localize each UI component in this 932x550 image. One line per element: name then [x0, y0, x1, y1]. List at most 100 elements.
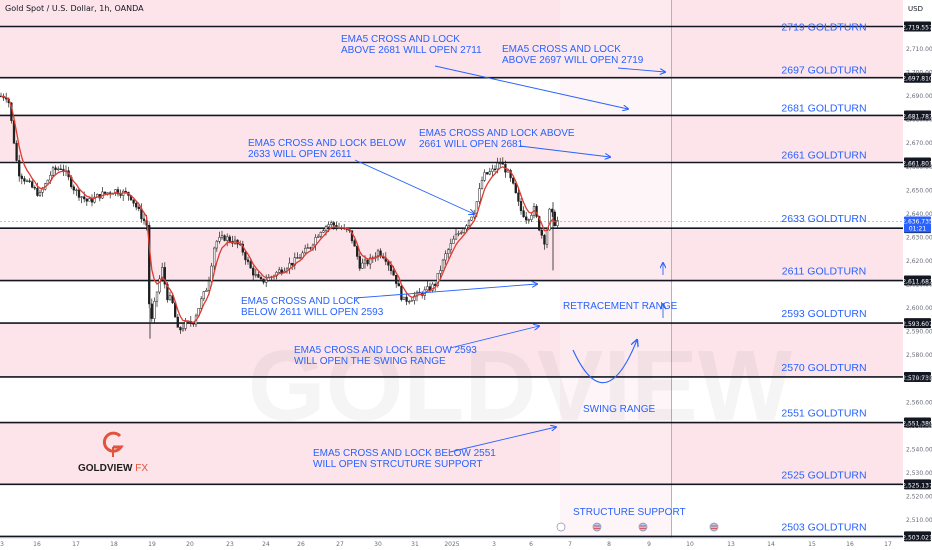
goldturn-label: 2697 GOLDTURN	[781, 65, 866, 77]
x-tick-label: 17	[884, 541, 892, 548]
candle-body	[116, 189, 120, 195]
candle	[249, 259, 252, 269]
candle	[192, 322, 195, 327]
candle-body	[376, 250, 380, 258]
candle	[213, 246, 216, 271]
candle-body	[392, 270, 395, 276]
candle	[405, 293, 408, 306]
candle	[244, 249, 247, 265]
candle	[457, 230, 460, 237]
candle-body	[41, 188, 44, 193]
annotation-line: EMA5 CROSS AND LOCK	[341, 34, 460, 45]
y-tick-label: 2,560.000	[906, 399, 932, 406]
candle-body	[20, 175, 23, 179]
candle-body	[369, 257, 372, 265]
x-tick-label: 3	[0, 541, 4, 548]
candle	[413, 291, 416, 305]
price-axis: 2,510.000 2,520.000 2,530.000 2,540.000 2,55…	[0, 46, 932, 524]
candle	[246, 256, 250, 265]
goldturn-label: 2719 GOLDTURN	[781, 21, 866, 33]
price-tag-bg	[904, 479, 931, 490]
annotation-line: WILL OPEN THE SWING RANGE	[294, 356, 446, 367]
annotation-text: EMA5 CROSS AND LOCK ABOVE 2681 WILL OPEN …	[341, 34, 482, 56]
candle-body	[506, 170, 510, 173]
current-price-tag	[904, 216, 931, 233]
price-tag-text: 2,719.557	[902, 24, 932, 31]
candle-body	[33, 187, 36, 189]
candle-body	[265, 280, 268, 283]
x-tick-label: 10	[686, 541, 694, 548]
annotations: EMA5 CROSS AND LOCK ABOVE 2681 WILL OPEN …	[241, 34, 686, 518]
candle	[31, 179, 34, 189]
candle-body	[358, 256, 361, 269]
candle-body	[249, 261, 252, 269]
candle	[220, 230, 224, 240]
candle	[527, 218, 530, 224]
candle-body	[18, 160, 21, 177]
annotation-text: EMA5 CROSS AND LOCK BELOW 2633 WILL OPEN …	[248, 138, 406, 160]
candle-body	[278, 269, 281, 273]
candle-body	[15, 142, 18, 161]
goldturn-label: 2661 GOLDTURN	[781, 150, 866, 162]
candle	[33, 185, 36, 191]
pink-zone	[0, 115, 903, 163]
price-tag-bg	[904, 275, 931, 286]
candle-body	[436, 273, 439, 286]
candle	[155, 291, 159, 307]
candle-body	[556, 220, 559, 227]
price-tag: 2,570.731	[902, 371, 932, 382]
goldview-logo: GOLDVIEW FX	[78, 430, 148, 474]
candle	[480, 176, 484, 190]
candle	[137, 204, 140, 212]
price-tag-text: 2,525.137	[902, 482, 932, 489]
candle-body	[413, 295, 416, 301]
candle	[278, 266, 281, 273]
y-tick-label: 2,590.000	[906, 329, 932, 336]
candle	[556, 216, 559, 229]
annotation-line: EMA5 CROSS AND LOCK BELOW 2593	[294, 345, 477, 356]
price-tag-bg	[904, 318, 931, 329]
candle	[356, 243, 359, 260]
goldturn-label: 2570 GOLDTURN	[781, 362, 866, 374]
price-tag-text: 2,503.021	[902, 534, 932, 541]
y-tick-label: 2,690.000	[906, 93, 932, 100]
candle-body	[439, 270, 442, 274]
annotation-arrow	[354, 284, 537, 299]
candle-body	[309, 247, 312, 249]
annotation-line: EMA5 CROSS AND LOCK ABOVE	[419, 128, 575, 139]
candle	[431, 282, 434, 293]
candle-body	[176, 316, 179, 328]
candle-body	[441, 259, 445, 271]
candle-body	[59, 168, 62, 170]
annotation-line: WILL OPEN STRCUTURE SUPPORT	[313, 459, 482, 470]
candle-body	[246, 259, 250, 262]
candle	[72, 184, 75, 195]
candle	[519, 198, 523, 215]
candle-body	[38, 192, 42, 196]
candle	[486, 172, 489, 175]
price-tag-bg	[904, 417, 931, 428]
candle-body	[88, 198, 91, 202]
y-tick-label: 2,510.000	[906, 517, 932, 524]
candle-body	[223, 235, 226, 241]
price-tag-bg	[904, 21, 931, 32]
candle	[75, 188, 78, 196]
candle	[101, 186, 104, 199]
candle	[395, 274, 398, 288]
annotation-text: RETRACEMENT RANGE	[563, 301, 678, 312]
x-tick-label: 15	[808, 541, 816, 548]
candle-body	[220, 235, 224, 238]
candle	[38, 189, 42, 197]
annotation-text: EMA5 CROSS AND LOCK BELOW 2611 WILL OPEN …	[241, 296, 384, 318]
candle	[122, 189, 125, 202]
candle-body	[80, 196, 83, 198]
candle-body	[93, 196, 96, 203]
candle	[226, 233, 229, 247]
annotation-line: 2661 WILL OPEN 2681	[419, 139, 524, 150]
candle	[376, 248, 380, 261]
candle	[483, 169, 486, 182]
candle-body	[444, 253, 447, 261]
x-tick-label: 8	[607, 541, 611, 548]
candle-body	[512, 177, 515, 184]
